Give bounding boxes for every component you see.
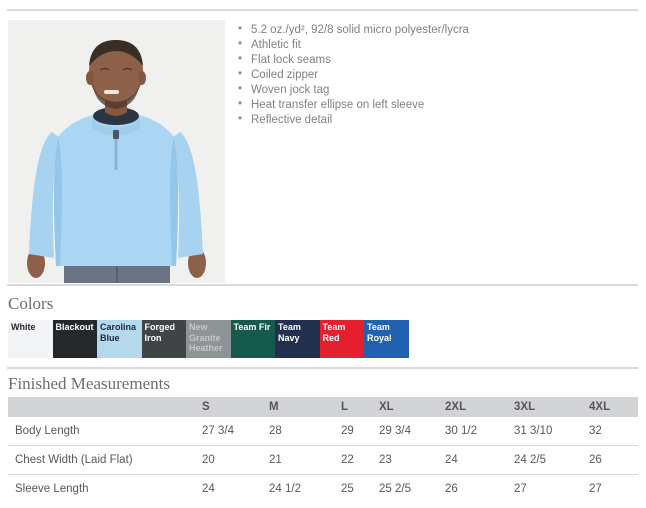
feature-item: Heat transfer ellipse on left sleeve — [237, 98, 632, 111]
size-column-header: 4XL — [582, 397, 638, 417]
color-swatch-label: Blackout — [55, 322, 94, 332]
measurement-label: Chest Width (Laid Flat) — [15, 454, 133, 466]
color-swatch[interactable]: Carolina Blue — [97, 320, 142, 358]
measure-label-column-header — [8, 397, 195, 417]
zipper-pull — [113, 130, 119, 139]
product-photo — [8, 20, 225, 283]
measurement-value: 31 3/10 — [514, 425, 553, 437]
measurement-value: 25 2/5 — [379, 483, 411, 495]
color-swatch-label: Carolina Blue — [100, 322, 137, 343]
measurement-label: Sleeve Length — [15, 483, 89, 495]
feature-list: 5.2 oz./yd², 92/8 solid micro polyester/… — [237, 23, 632, 129]
measurement-value: 32 — [589, 425, 602, 437]
color-swatch-label: Forged Iron — [144, 322, 176, 343]
feature-item: Athletic fit — [237, 38, 632, 51]
measurement-value: 27 3/4 — [202, 425, 234, 437]
feature-item: Coiled zipper — [237, 68, 632, 81]
size-column-header: 3XL — [507, 397, 582, 417]
measurement-row: Sleeve Length 24 24 1/2 25 25 2/5 26 27 27 — [8, 475, 638, 504]
colors-section-title: Colors — [8, 294, 54, 313]
color-swatch[interactable]: Team Fir — [230, 320, 275, 358]
measurement-value: 27 — [514, 483, 527, 495]
measurement-row: Body Length 27 3/4 28 29 29 3/4 30 1/2 31 3/10… — [8, 417, 638, 446]
measurement-value: 22 — [341, 454, 354, 466]
color-swatch-label: Team Navy — [278, 322, 301, 343]
measurement-value: 27 — [589, 483, 602, 495]
size-column-header: 2XL — [438, 397, 507, 417]
measurement-value: 26 — [589, 454, 602, 466]
measurement-value: 24 2/5 — [514, 454, 546, 466]
measurement-value: 24 — [445, 454, 458, 466]
size-column-header: M — [262, 397, 334, 417]
color-swatch-label: New Granite Heather — [189, 322, 223, 353]
measurement-value: 30 1/2 — [445, 425, 477, 437]
color-swatch-row: White Blackout Carolina Blue Forged Iron New… — [8, 320, 409, 358]
color-swatch[interactable]: Team Royal — [364, 320, 409, 358]
feature-item: Reflective detail — [237, 113, 632, 126]
measurement-label: Body Length — [15, 425, 80, 437]
size-column-header: XL — [372, 397, 438, 417]
color-swatch-label: White — [11, 322, 36, 332]
feature-item: 5.2 oz./yd², 92/8 solid micro polyester/… — [237, 23, 632, 36]
measurements-table: S M L XL 2XL 3XL 4XL Body Length 27 3/4 28 29 29 3… — [8, 397, 638, 503]
measurements-divider — [7, 367, 638, 369]
color-swatch[interactable]: Forged Iron — [141, 320, 186, 358]
measurement-value: 26 — [445, 483, 458, 495]
measurement-value: 28 — [269, 425, 282, 437]
measurement-value: 29 3/4 — [379, 425, 411, 437]
measurement-value: 21 — [269, 454, 282, 466]
size-column-header: L — [334, 397, 372, 417]
color-swatch[interactable]: White — [8, 320, 53, 358]
measurement-value: 24 1/2 — [269, 483, 301, 495]
measurement-value: 29 — [341, 425, 354, 437]
measurement-value: 25 — [341, 483, 354, 495]
measurement-value: 24 — [202, 483, 215, 495]
top-divider — [7, 9, 638, 11]
measurements-section-title: Finished Measurements — [8, 374, 170, 393]
colors-divider — [7, 284, 638, 286]
color-swatch-label: Team Red — [322, 322, 346, 343]
size-column-header: S — [195, 397, 262, 417]
feature-item: Flat lock seams — [237, 53, 632, 66]
color-swatch[interactable]: Team Navy — [275, 320, 320, 358]
table-header-row: S M L XL 2XL 3XL 4XL — [8, 397, 638, 417]
color-swatch-label: Team Fir — [233, 322, 271, 332]
feature-item: Woven jock tag — [237, 83, 632, 96]
measurement-value: 20 — [202, 454, 215, 466]
measurement-row: Chest Width (Laid Flat) 20 21 22 23 24 24 2/5 2… — [8, 446, 638, 475]
color-swatch[interactable]: Blackout — [52, 320, 97, 358]
color-swatch[interactable]: New Granite Heather — [186, 320, 231, 358]
measurement-value: 23 — [379, 454, 392, 466]
color-swatch[interactable]: Team Red — [319, 320, 364, 358]
color-swatch-label: Team Royal — [367, 322, 392, 343]
